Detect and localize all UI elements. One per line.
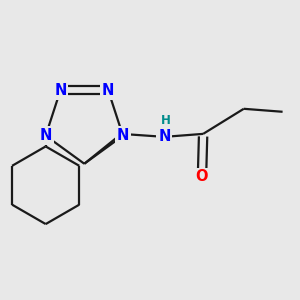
Text: N: N	[40, 128, 52, 143]
Text: N: N	[117, 128, 129, 143]
Text: N: N	[54, 83, 67, 98]
Text: N: N	[158, 129, 170, 144]
Text: N: N	[102, 83, 114, 98]
Text: O: O	[196, 169, 208, 184]
Text: H: H	[160, 114, 170, 127]
